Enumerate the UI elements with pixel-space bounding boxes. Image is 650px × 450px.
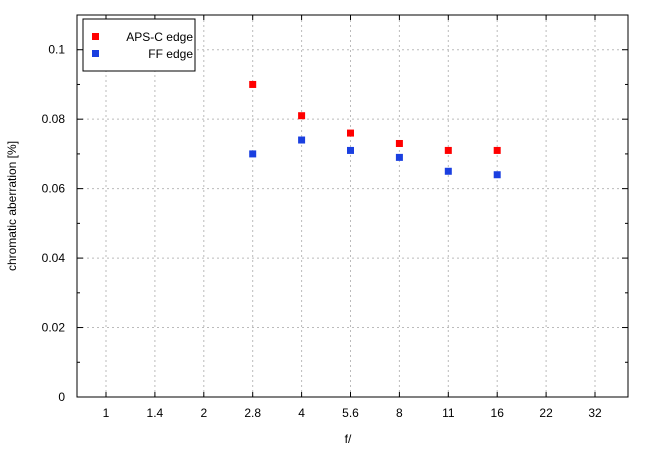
y-tick-label: 0.06 xyxy=(42,182,66,196)
data-point-aps-c xyxy=(298,112,306,120)
x-tick-label: 2.8 xyxy=(244,406,261,420)
y-tick-label: 0.1 xyxy=(48,43,65,57)
data-point-ff xyxy=(395,153,403,161)
data-point-aps-c xyxy=(493,146,501,154)
plot-frame xyxy=(76,14,629,398)
x-tick-label: 2 xyxy=(200,406,207,420)
data-point-ff xyxy=(249,150,257,158)
y-tick-label: 0.08 xyxy=(42,112,66,126)
marks xyxy=(249,80,501,179)
legend-marker-ff xyxy=(92,50,99,57)
legend: APS-C edge FF edge xyxy=(82,18,196,72)
data-point-aps-c xyxy=(444,146,452,154)
data-point-aps-c xyxy=(347,129,354,137)
grid xyxy=(77,15,628,398)
x-tick-label: 32 xyxy=(588,406,602,420)
x-tick-label: 8 xyxy=(396,406,403,420)
y-tick-label: 0 xyxy=(58,390,65,404)
data-point-aps-c xyxy=(249,80,257,88)
x-tick-label: 1 xyxy=(103,406,110,420)
data-point-ff xyxy=(298,136,306,144)
x-tick-label: 4 xyxy=(298,406,305,420)
x-tick-label: 22 xyxy=(539,406,553,420)
legend-label-aps-c: APS-C edge xyxy=(126,30,193,44)
legend-box xyxy=(82,18,196,72)
x-tick-label: 16 xyxy=(491,406,505,420)
legend-label-ff: FF edge xyxy=(148,47,193,61)
data-point-aps-c xyxy=(395,139,403,147)
data-point-ff xyxy=(444,167,452,175)
data-point-ff xyxy=(347,146,354,154)
x-axis-label: f/ xyxy=(345,432,352,446)
x-tick-label: 1.4 xyxy=(147,406,164,420)
ticks: 1 1.4 2 2.8 4 5.6 8 11 16 22 32 0 0.02 0.04 0.06 0.08 0.… xyxy=(42,15,628,420)
legend-marker-aps-c xyxy=(92,33,99,40)
y-axis-label: chromatic aberration [%] xyxy=(5,141,19,271)
y-tick-label: 0.02 xyxy=(42,321,66,335)
y-tick-label: 0.04 xyxy=(42,251,66,265)
x-tick-label: 11 xyxy=(442,406,455,420)
data-point-ff xyxy=(493,171,501,179)
x-tick-label: 5.6 xyxy=(342,406,359,420)
